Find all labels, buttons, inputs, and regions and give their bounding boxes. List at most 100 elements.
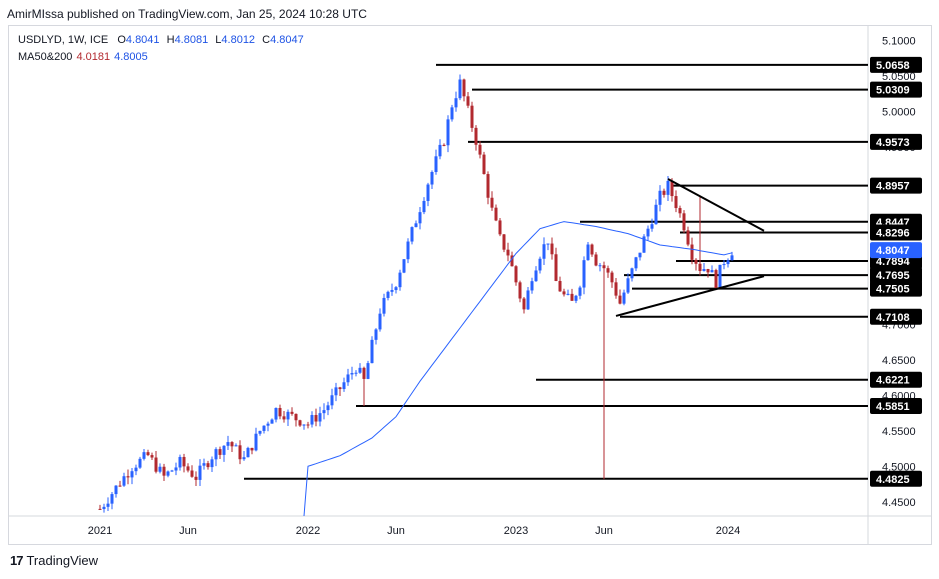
ohlc-legend: USDLYD, 1W, ICE O4.8041 H4.8081 L4.8012 … <box>18 34 308 46</box>
candle-body <box>582 260 586 288</box>
candle-body <box>210 459 214 468</box>
level-badge-label: 4.9573 <box>876 137 910 149</box>
candle-body <box>394 287 398 291</box>
candle-body <box>230 442 234 447</box>
candle-body <box>542 244 546 259</box>
candle-body <box>182 456 186 467</box>
candle-body <box>138 458 142 468</box>
level-badge-label: 5.0658 <box>876 60 910 72</box>
candle-body <box>566 293 570 295</box>
low-value: 4.8012 <box>221 34 256 46</box>
candle-body <box>374 329 378 340</box>
high-value: 4.8081 <box>174 34 209 46</box>
candle-body <box>350 373 354 375</box>
candle-body <box>358 367 362 373</box>
candle-body <box>98 508 102 510</box>
price-tick-label: 4.4500 <box>882 497 916 509</box>
candle-body <box>318 413 322 422</box>
candle-body <box>446 119 450 146</box>
candle-body <box>526 290 530 310</box>
candle-body <box>618 295 622 304</box>
brand-name: TradingView <box>26 553 99 568</box>
candle-body <box>570 293 574 301</box>
candle-body <box>322 410 326 414</box>
candle-body <box>114 485 118 495</box>
candle-body <box>314 415 318 422</box>
candle-body <box>474 127 478 145</box>
candle-body <box>298 420 302 426</box>
candle-body <box>110 494 114 504</box>
candle-body <box>282 416 286 420</box>
candle-body <box>714 270 718 289</box>
candle-body <box>366 363 370 379</box>
price-tick-label: 4.5500 <box>882 426 916 438</box>
candle-body <box>290 411 294 414</box>
candle-body <box>106 503 110 507</box>
candle-body <box>390 290 394 292</box>
publisher-attribution: AmirMIssa published on TradingView.com, … <box>7 7 367 21</box>
candle-body <box>534 270 538 282</box>
current-price-badge <box>870 242 922 259</box>
tradingview-brand[interactable]: 17 TradingView <box>10 553 98 568</box>
candle-body <box>574 295 578 301</box>
candle-body <box>510 255 514 267</box>
candle-body <box>486 174 490 198</box>
level-badge <box>870 280 922 297</box>
candle-body <box>634 257 638 269</box>
time-tick-label: Jun <box>387 525 405 537</box>
candle-body <box>146 452 150 456</box>
candlesticks <box>98 74 734 513</box>
candle-body <box>662 190 666 195</box>
candle-body <box>126 476 130 478</box>
candle-body <box>466 96 470 106</box>
open-label: O <box>117 34 126 46</box>
candle-body <box>490 197 494 208</box>
candle-body <box>530 281 534 291</box>
candle-body <box>398 272 402 288</box>
candle-body <box>418 212 422 224</box>
candle-body <box>262 425 266 431</box>
candle-body <box>626 278 630 293</box>
ma50-value: 4.0181 <box>76 51 111 63</box>
candle-body <box>586 244 590 261</box>
candle-body <box>162 466 166 476</box>
candle-body <box>614 282 618 296</box>
candle-body <box>346 374 350 383</box>
symbol-label: USDLYD, 1W, ICE <box>18 34 109 46</box>
trendline <box>667 178 765 232</box>
candle-body <box>226 442 230 446</box>
candle-body <box>166 471 170 476</box>
ma-label: MA50&200 <box>18 51 73 63</box>
candle-body <box>386 291 390 298</box>
candle-body <box>406 241 410 260</box>
candle-body <box>186 466 190 471</box>
candle-body <box>698 263 702 271</box>
candle-body <box>150 455 154 458</box>
candle-body <box>242 457 246 460</box>
candle-body <box>666 180 670 195</box>
candle-body <box>458 79 462 99</box>
candle-body <box>438 144 442 157</box>
trendlines <box>615 178 765 317</box>
candle-body <box>178 456 182 468</box>
candle-body <box>590 244 594 255</box>
candle-body <box>658 190 662 205</box>
time-axis[interactable]: 2021 Jun 2022 Jun 2023 Jun 2024 <box>8 515 932 537</box>
candle-body <box>558 280 562 292</box>
candle-body <box>538 258 542 271</box>
candle-body <box>118 485 122 487</box>
candle-body <box>482 154 486 175</box>
candle-body <box>606 268 610 273</box>
price-tick-label: 5.0500 <box>882 71 916 83</box>
candle-body <box>214 449 218 460</box>
candle-body <box>630 268 634 279</box>
candle-body <box>370 339 374 364</box>
horizontal-levels <box>244 63 868 480</box>
candle-body <box>554 254 558 281</box>
candle-body <box>654 204 658 225</box>
ma200-value: 4.8005 <box>114 51 148 63</box>
close-value: 4.8047 <box>270 34 304 46</box>
candle-body <box>690 244 694 260</box>
level-badge <box>870 267 922 284</box>
